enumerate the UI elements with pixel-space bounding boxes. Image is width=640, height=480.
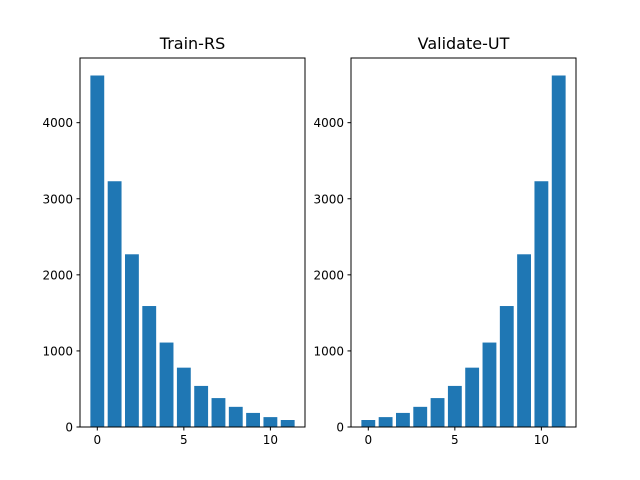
bar — [246, 412, 260, 427]
bar — [176, 367, 191, 427]
y-tick-label: 4000 — [42, 116, 73, 130]
x-tick-label: 10 — [263, 433, 278, 447]
x-tick-label: 10 — [534, 433, 549, 447]
y-tick-label: 2000 — [42, 268, 73, 282]
x-tick-label: 5 — [180, 433, 188, 447]
bar — [430, 398, 445, 427]
x-tick-label: 0 — [93, 433, 101, 447]
bar — [551, 75, 566, 427]
bar — [125, 254, 139, 427]
y-tick-label: 0 — [336, 421, 344, 435]
bar — [280, 420, 295, 427]
axes-frame — [350, 57, 577, 428]
bar — [499, 306, 514, 427]
y-tick-label: 2000 — [313, 268, 344, 282]
bar — [211, 398, 226, 427]
y-tick-label: 1000 — [313, 344, 344, 358]
bar — [142, 306, 157, 427]
bars — [90, 75, 295, 427]
bars — [361, 75, 566, 427]
chart-title: Train-RS — [159, 34, 225, 53]
bar — [517, 254, 531, 427]
y-tick-label: 3000 — [313, 192, 344, 206]
bar — [534, 181, 549, 427]
axes-frame — [79, 57, 306, 428]
bar — [396, 412, 410, 427]
bar — [263, 417, 278, 427]
bar — [90, 75, 105, 427]
bar — [378, 417, 393, 427]
x-axis-ticks: 0 5 10 — [93, 427, 278, 447]
subplot-train-rs: Train-RS 0 1000 2000 3000 4000 0 5 10 — [42, 34, 306, 447]
x-tick-label: 5 — [451, 433, 459, 447]
bar — [465, 367, 480, 427]
chart-title: Validate-UT — [418, 34, 510, 53]
bar — [361, 420, 376, 427]
y-tick-label: 4000 — [313, 116, 344, 130]
subplot-validate-ut: Validate-UT 0 1000 2000 3000 4000 0 5 10 — [313, 34, 577, 447]
y-axis-ticks: 0 1000 2000 3000 4000 — [42, 116, 80, 435]
bar — [194, 385, 209, 427]
y-axis-ticks: 0 1000 2000 3000 4000 — [313, 116, 351, 435]
bar — [413, 406, 428, 427]
x-tick-label: 0 — [364, 433, 372, 447]
y-tick-label: 0 — [65, 421, 73, 435]
bar — [482, 342, 497, 427]
y-tick-label: 1000 — [42, 344, 73, 358]
bar — [447, 385, 462, 427]
bar — [228, 406, 243, 427]
bar — [159, 342, 174, 427]
y-tick-label: 3000 — [42, 192, 73, 206]
bar — [107, 181, 122, 427]
x-axis-ticks: 0 5 10 — [364, 427, 549, 447]
